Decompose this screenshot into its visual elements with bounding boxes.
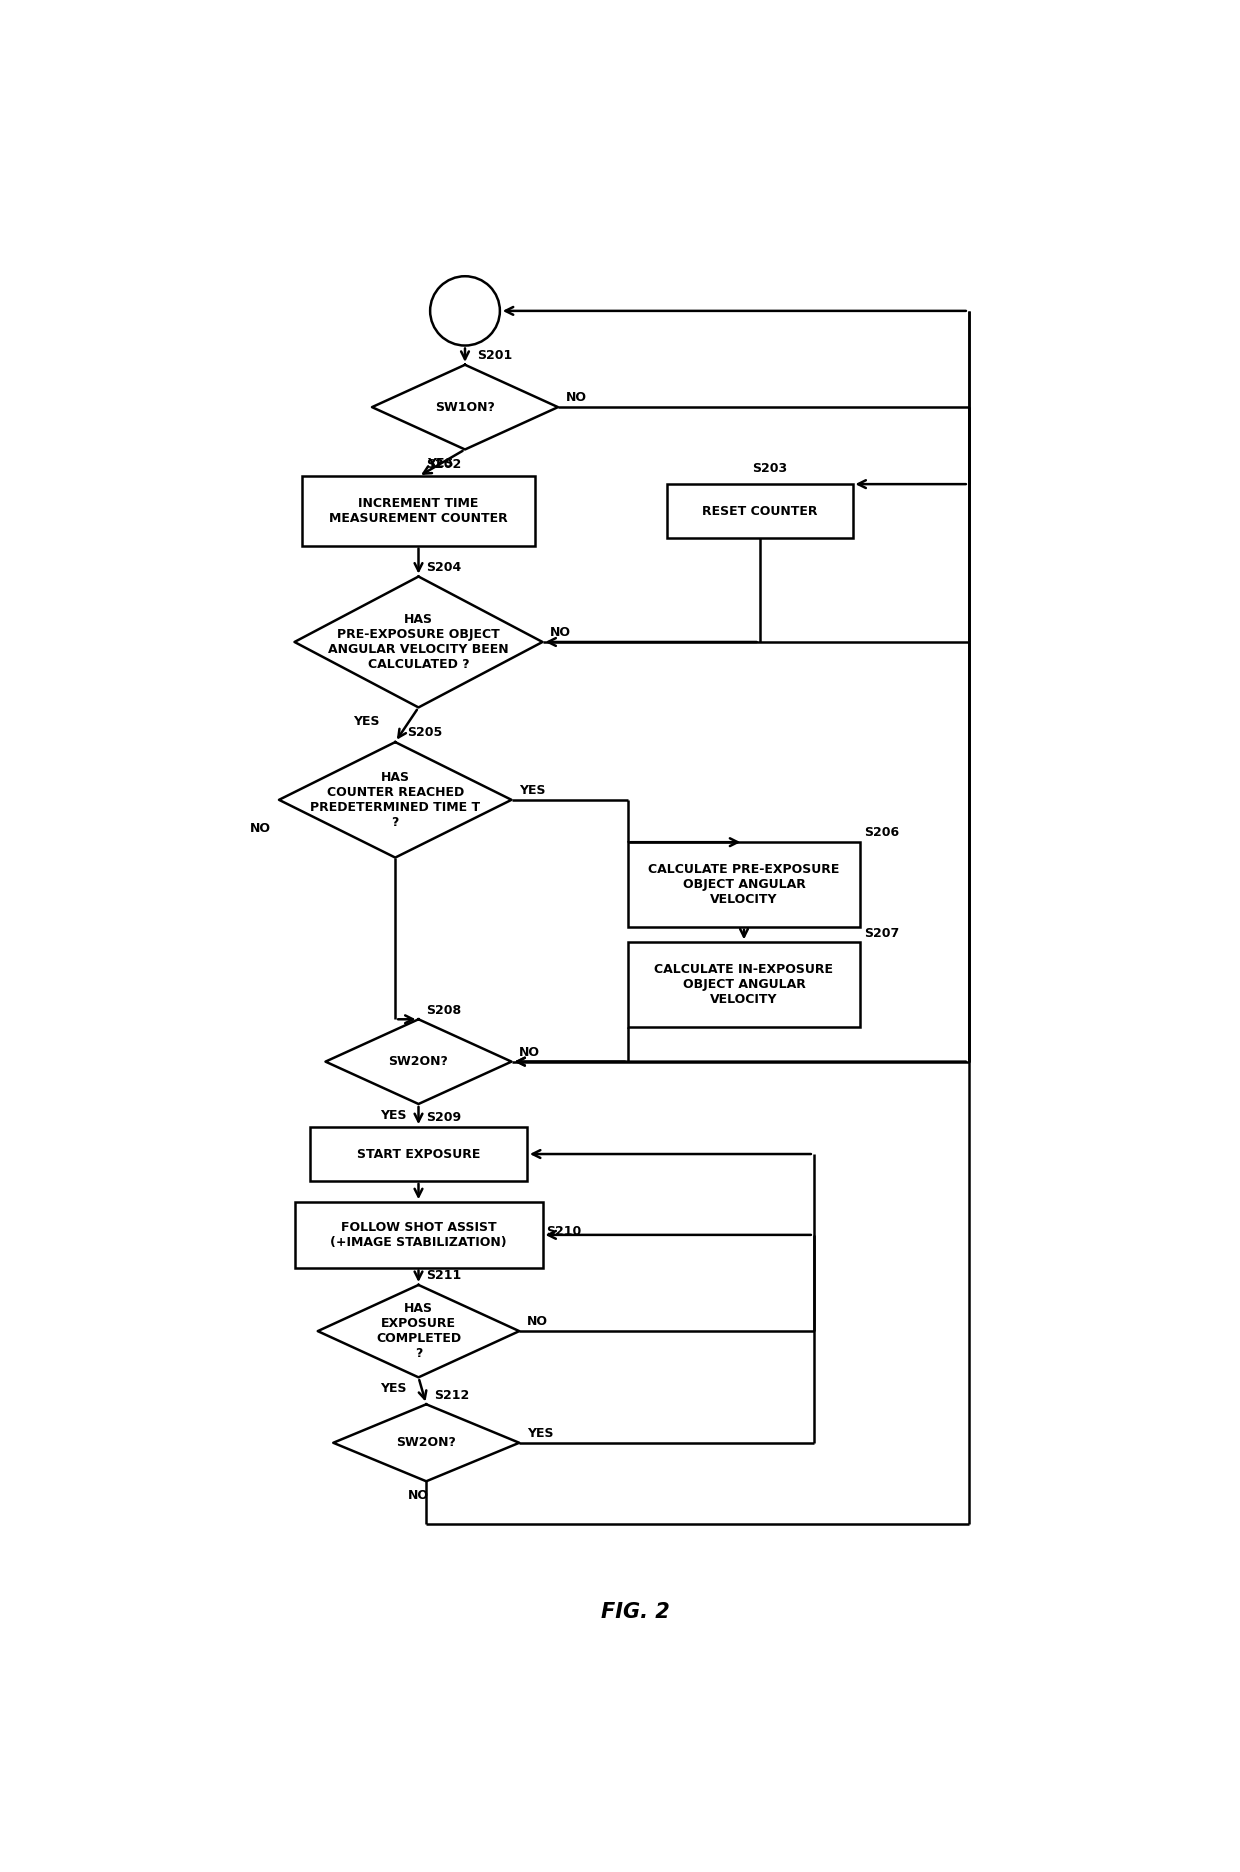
Text: NO: NO [527,1316,548,1329]
Text: S203: S203 [751,462,787,475]
Text: YES: YES [427,457,454,470]
Text: SW1ON?: SW1ON? [435,401,495,414]
Text: S204: S204 [427,562,461,575]
Bar [310,1127,527,1181]
Text: S212: S212 [434,1389,469,1402]
Text: S206: S206 [864,826,899,839]
Bar [667,485,853,537]
Text: FIG. 2: FIG. 2 [601,1602,670,1623]
Text: S211: S211 [427,1269,461,1282]
Bar [627,842,861,927]
Polygon shape [295,577,543,708]
Text: INCREMENT TIME
MEASUREMENT COUNTER: INCREMENT TIME MEASUREMENT COUNTER [329,498,508,524]
Text: S209: S209 [427,1112,461,1125]
Polygon shape [279,741,511,857]
Text: YES: YES [527,1426,553,1440]
Polygon shape [317,1284,520,1378]
Text: YES: YES [520,784,546,797]
Text: S210: S210 [547,1224,582,1237]
Text: S201: S201 [476,348,512,361]
Text: START EXPOSURE: START EXPOSURE [357,1148,480,1161]
Text: NO: NO [520,1046,541,1060]
Text: YES: YES [381,1382,407,1395]
Text: S207: S207 [864,927,899,940]
Bar [295,1202,543,1267]
Text: CALCULATE PRE-EXPOSURE
OBJECT ANGULAR
VELOCITY: CALCULATE PRE-EXPOSURE OBJECT ANGULAR VE… [649,863,839,906]
Text: YES: YES [381,1108,407,1121]
Ellipse shape [430,277,500,346]
Text: SW2ON?: SW2ON? [397,1436,456,1449]
Text: SW2ON?: SW2ON? [388,1056,449,1069]
Polygon shape [334,1404,520,1481]
Bar [303,477,534,547]
Text: S205: S205 [407,726,443,739]
Text: NO: NO [565,391,587,404]
Text: FOLLOW SHOT ASSIST
(+IMAGE STABILIZATION): FOLLOW SHOT ASSIST (+IMAGE STABILIZATION… [330,1221,507,1249]
Text: NO: NO [250,822,272,835]
Text: S202: S202 [427,459,461,472]
Text: NO: NO [408,1488,429,1501]
Bar [627,942,861,1028]
Text: NO: NO [551,627,572,638]
Text: HAS
COUNTER REACHED
PREDETERMINED TIME T
?: HAS COUNTER REACHED PREDETERMINED TIME T… [310,771,480,829]
Polygon shape [325,1018,511,1104]
Polygon shape [372,365,558,449]
Text: S208: S208 [427,1003,461,1016]
Text: HAS
PRE-EXPOSURE OBJECT
ANGULAR VELOCITY BEEN
CALCULATED ?: HAS PRE-EXPOSURE OBJECT ANGULAR VELOCITY… [329,612,508,670]
Text: RESET COUNTER: RESET COUNTER [702,505,817,517]
Text: CALCULATE IN-EXPOSURE
OBJECT ANGULAR
VELOCITY: CALCULATE IN-EXPOSURE OBJECT ANGULAR VEL… [655,962,833,1005]
Text: YES: YES [353,715,379,728]
Text: HAS
EXPOSURE
COMPLETED
?: HAS EXPOSURE COMPLETED ? [376,1303,461,1361]
